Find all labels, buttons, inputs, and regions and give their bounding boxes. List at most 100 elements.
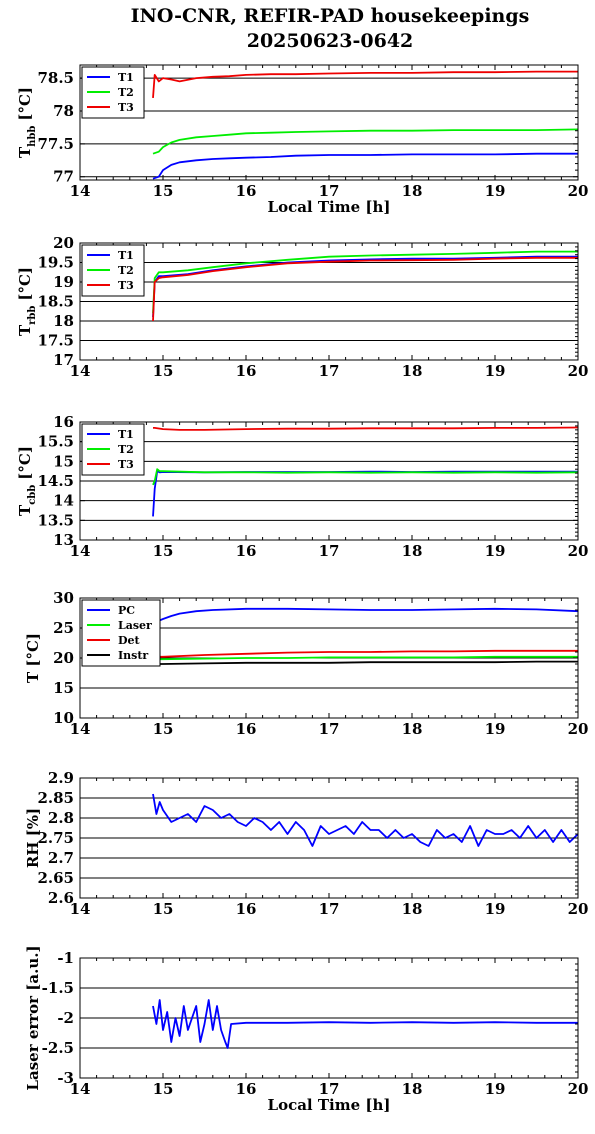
x-tick-label: 17 (319, 362, 340, 380)
x-tick-label: 16 (236, 362, 257, 380)
legend-box (81, 244, 145, 297)
x-tick-label: 18 (402, 720, 423, 738)
legend-label: T2 (118, 443, 134, 456)
y-axis-label-main: T (16, 324, 34, 336)
legend-label: T3 (118, 458, 134, 471)
y-tick-label: 25 (53, 619, 74, 637)
x-tick-label: 14 (70, 720, 91, 738)
y-tick-label: -1.5 (42, 979, 74, 997)
x-tick-label: 20 (568, 900, 589, 918)
series-line-t1 (152, 255, 578, 318)
x-tick-label: 15 (153, 720, 174, 738)
y-tick-label: 19 (53, 273, 74, 291)
legend-label: PC (118, 604, 135, 617)
y-axis-label-unit: [°C] (16, 446, 34, 480)
x-tick-label: 17 (319, 900, 340, 918)
y-axis-label: Thbb [°C] (16, 87, 38, 158)
series-line-t3 (152, 256, 578, 322)
x-tick-label: 18 (402, 182, 423, 200)
y-tick-label: -2.5 (42, 1039, 74, 1057)
y-axis-label-sub: rbb (27, 306, 38, 325)
legend-label: T2 (118, 86, 134, 99)
y-tick-label: 15 (53, 679, 74, 697)
y-axis-label-main: T (16, 504, 34, 516)
legend-label: T3 (118, 279, 134, 292)
x-tick-label: 16 (236, 182, 257, 200)
y-tick-label: 13 (53, 531, 74, 549)
y-axis-label-sub: cbb (27, 485, 38, 505)
y-tick-label: 14.5 (37, 472, 74, 490)
x-tick-label: 18 (402, 362, 423, 380)
legend-label: T1 (118, 71, 134, 84)
y-axis-label-unit: [°C] (16, 87, 34, 121)
series-line-t3 (152, 70, 578, 98)
legend-label: T1 (118, 249, 134, 262)
y-tick-label: -1 (57, 949, 74, 967)
x-tick-label: 17 (319, 1080, 340, 1098)
y-tick-label: -3 (57, 1069, 74, 1087)
panels: 14 15 16 17 18 19 20 77 77.5 78 78.5 Thbb [°C] Local … (16, 64, 589, 1114)
x-tick-label: 14 (70, 542, 91, 560)
series-line-det (153, 649, 578, 658)
series-line-t3 (153, 426, 579, 431)
x-tick-label: 16 (236, 542, 257, 560)
x-axis-label: Local Time [h] (268, 198, 391, 216)
chart-panel-2: 14 15 16 17 18 19 201717.51818.51919.520Trbb[°… (16, 234, 588, 380)
y-tick-label: 78.5 (37, 69, 74, 87)
x-tick-label: 19 (485, 720, 506, 738)
y-tick-label: 78 (53, 102, 74, 120)
x-axis-label: Local Time [h] (268, 1096, 391, 1114)
y-tick-label: 2.75 (37, 829, 74, 847)
x-tick-label: 19 (485, 542, 506, 560)
y-tick-label: 18.5 (37, 293, 74, 311)
series-line-t1 (152, 152, 578, 180)
y-tick-label: 77 (53, 168, 74, 186)
figure-title-line2: 20250623-0642 (247, 30, 414, 52)
x-tick-label: 15 (153, 182, 174, 200)
legend: T1 T2 T3 (81, 423, 145, 476)
series-line-t2 (152, 468, 579, 486)
x-tick-label: 19 (485, 1080, 506, 1098)
series-line-laser (153, 655, 578, 661)
x-tick-label: 18 (402, 900, 423, 918)
y-tick-label: 2.8 (48, 809, 74, 827)
x-tick-label: 17 (319, 720, 340, 738)
x-tick-label: 16 (236, 900, 257, 918)
y-tick-label: 2.6 (48, 889, 74, 907)
legend-label: T2 (118, 264, 134, 277)
y-tick-label: 2.85 (37, 789, 74, 807)
x-tick-label: 18 (402, 1080, 423, 1098)
y-tick-label: 20 (53, 234, 74, 252)
x-tick-label: 14 (70, 900, 91, 918)
y-tick-label: 20 (53, 649, 74, 667)
x-tick-label: 16 (236, 1080, 257, 1098)
x-tick-label: 20 (568, 720, 589, 738)
y-tick-label: 17 (53, 351, 74, 369)
y-tick-label: 15.5 (37, 433, 74, 451)
figure-title-line1: INO-CNR, REFIR-PAD housekeepings (131, 5, 530, 27)
legend-label: Det (118, 634, 141, 647)
y-axis-label-unit: [°C] (16, 267, 34, 301)
legend-label: Laser (118, 619, 152, 632)
x-tick-label: 14 (70, 182, 91, 200)
legend: PC Laser Det Instr (81, 599, 161, 667)
y-tick-label: 2.7 (48, 849, 74, 867)
y-tick-label: 16 (53, 413, 74, 431)
x-tick-label: 15 (153, 542, 174, 560)
chart-panel-5: 14 15 16 17 18 19 20 2.6 2.65 2.7 2.75 2.8 2.85 2.9 RH… (24, 769, 588, 918)
chart-panel-3: 14 15 16 17 18 19 201313.51414.51515.516Tcbb[°… (16, 413, 588, 560)
x-tick-label: 19 (485, 362, 506, 380)
x-tick-label: 17 (319, 182, 340, 200)
y-axis-label-main: T (16, 146, 34, 158)
legend: T1 T2 T3 (81, 66, 145, 119)
x-tick-label: 20 (568, 542, 589, 560)
series-line-data (152, 793, 579, 847)
x-tick-label: 15 (153, 900, 174, 918)
x-tick-label: 20 (568, 362, 589, 380)
series-line-pc (152, 607, 579, 625)
y-tick-label: 19.5 (37, 254, 74, 272)
y-tick-label: 77.5 (37, 135, 74, 153)
x-tick-label: 17 (319, 542, 340, 560)
y-tick-label: 13.5 (37, 511, 74, 529)
